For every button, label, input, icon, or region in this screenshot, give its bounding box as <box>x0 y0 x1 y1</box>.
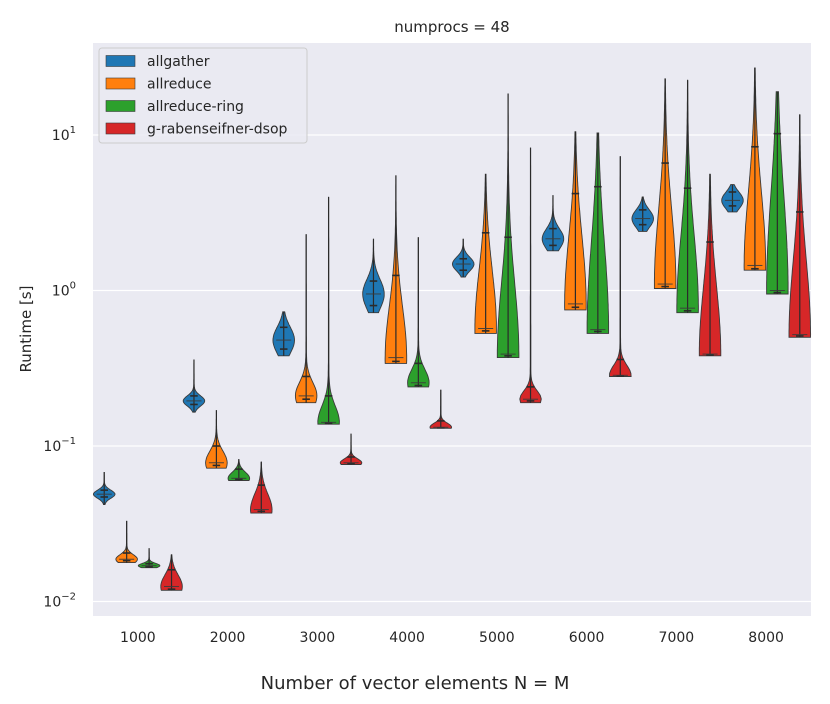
chart-title: numprocs = 48 <box>394 18 509 36</box>
legend-swatch <box>105 55 136 67</box>
y-axis-label: Runtime [s] <box>17 286 35 373</box>
legend-label: g-rabenseifner-dsop <box>147 122 288 138</box>
legend: allgather allreduce allreduce-ring g-rabens… <box>98 47 308 144</box>
x-tick-label: 6000 <box>569 630 605 646</box>
legend-label: allreduce-ring <box>147 99 244 115</box>
legend-swatch <box>105 77 136 90</box>
legend-box <box>98 47 308 144</box>
y-tick-label: 101 <box>52 125 76 144</box>
x-axis-label: Number of vector elements N = M <box>261 673 570 694</box>
axes: 10−2 10−1 100 101 1000 2000 3000 4000 5000 6000 70… <box>43 125 784 646</box>
x-tick-label: 1000 <box>120 630 156 646</box>
x-tick-label: 2000 <box>210 630 246 646</box>
legend-label: allreduce <box>147 77 212 93</box>
x-tick-label: 7000 <box>659 630 695 646</box>
y-tick-label: 10−1 <box>43 436 76 455</box>
x-tick-label: 3000 <box>300 630 336 646</box>
violins <box>92 67 812 591</box>
y-tick-label: 100 <box>52 281 76 300</box>
legend-swatch <box>105 122 136 135</box>
x-tick-label: 5000 <box>479 630 515 646</box>
y-tick-label: 10−2 <box>43 592 76 611</box>
legend-swatch <box>105 100 136 112</box>
x-tick-label: 4000 <box>389 630 425 646</box>
x-tick-label: 8000 <box>748 630 784 646</box>
legend-label: allgather <box>147 54 210 70</box>
